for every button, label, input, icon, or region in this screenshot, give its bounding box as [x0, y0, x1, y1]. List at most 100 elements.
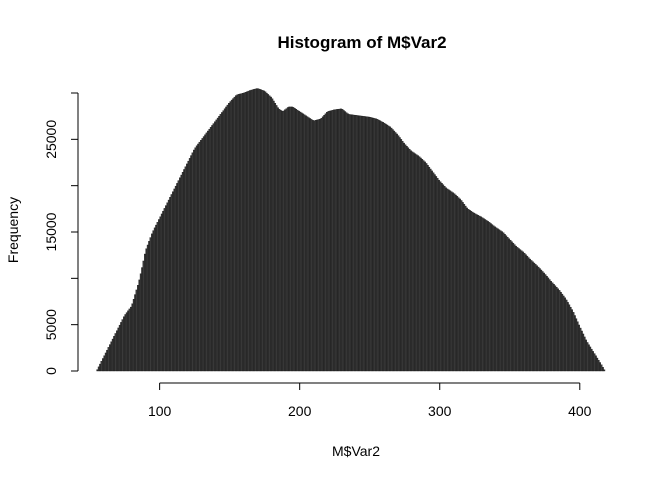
histogram-bar: [246, 91, 249, 372]
histogram-bar: [135, 289, 138, 372]
histogram-bar: [575, 318, 578, 372]
histogram-bar: [432, 172, 435, 372]
histogram-bar: [282, 110, 285, 372]
histogram-bar: [595, 355, 597, 372]
histogram-bar: [368, 116, 370, 372]
histogram-bar: [319, 118, 321, 372]
histogram-bar: [305, 115, 307, 372]
histogram-bar: [149, 237, 152, 372]
histogram-bar: [558, 290, 561, 372]
histogram-bar: [538, 268, 541, 372]
histogram-bar: [471, 211, 474, 372]
histogram-bar: [170, 194, 173, 372]
histogram-bar: [296, 109, 299, 372]
histogram-bar: [543, 272, 545, 372]
histogram-bar: [152, 230, 155, 372]
histogram-bar: [337, 109, 340, 372]
histogram-bar: [111, 338, 114, 372]
histogram-bar: [372, 117, 375, 372]
histogram-bar: [214, 121, 216, 372]
histogram-bar: [205, 132, 208, 372]
histogram-bar: [548, 279, 551, 372]
histogram-bar: [351, 114, 354, 372]
histogram-bar: [230, 99, 233, 372]
histogram-bar: [100, 361, 103, 372]
histogram-bar: [393, 130, 396, 372]
histogram-bar: [103, 355, 106, 372]
histogram-bar: [299, 111, 302, 372]
histogram-bar: [428, 166, 431, 372]
histogram-bar: [445, 187, 447, 372]
histogram-bar: [320, 118, 323, 372]
histogram-bar: [167, 199, 170, 372]
histogram-bar: [401, 141, 404, 372]
histogram-bar: [286, 107, 289, 372]
histogram-bars: [96, 88, 606, 372]
histogram-bar: [254, 88, 257, 372]
histogram-bar: [404, 144, 407, 372]
histogram-bar: [387, 125, 390, 372]
histogram-bar: [207, 130, 209, 372]
histogram-bar: [352, 114, 355, 372]
histogram-bar: [466, 207, 468, 372]
histogram-bar: [232, 98, 235, 372]
histogram-bar: [240, 93, 243, 372]
histogram-bar: [369, 117, 372, 372]
histogram-bar: [169, 197, 172, 372]
histogram-bar: [307, 117, 310, 372]
histogram-bar: [531, 261, 534, 372]
histogram-bar: [326, 112, 328, 372]
x-axis: 100 200 300 400: [148, 382, 592, 419]
histogram-bar: [331, 110, 334, 372]
histogram-bar: [376, 119, 379, 372]
histogram-bar: [425, 163, 428, 372]
histogram-bar: [398, 137, 401, 372]
histogram-bar: [244, 91, 247, 372]
histogram-bar: [496, 228, 499, 372]
histogram-bar: [564, 297, 566, 372]
histogram-bar: [473, 212, 475, 372]
x-axis-label: M$Var2: [332, 443, 380, 459]
histogram-bar: [501, 231, 503, 372]
histogram-bar: [386, 124, 389, 372]
histogram-bar: [281, 110, 284, 372]
histogram-bar: [433, 174, 436, 372]
histogram-bar: [366, 116, 369, 372]
histogram-bar: [510, 241, 513, 372]
histogram-bar: [249, 90, 251, 372]
histogram-bar: [193, 149, 195, 372]
histogram-bar: [279, 109, 282, 372]
histogram-bar: [260, 89, 263, 372]
histogram-bar: [300, 112, 303, 372]
histogram-bar: [345, 112, 348, 372]
histogram-bar: [137, 285, 139, 372]
histogram-bar: [446, 188, 449, 372]
histogram-bar: [242, 93, 244, 372]
histogram-bar: [277, 107, 279, 372]
histogram-bar: [187, 160, 190, 372]
histogram-bar: [481, 217, 484, 372]
histogram-bar: [403, 142, 405, 372]
histogram-bar: [264, 91, 267, 372]
histogram-bar: [261, 90, 264, 372]
histogram-bar: [177, 180, 180, 372]
histogram-bar: [478, 215, 481, 372]
histogram-bar: [340, 108, 342, 372]
histogram-bar: [222, 110, 225, 372]
histogram-bar: [186, 163, 188, 372]
histogram-bar: [116, 330, 118, 372]
histogram-bar: [156, 222, 159, 372]
histogram-bar: [195, 145, 198, 372]
histogram-bar: [144, 253, 146, 372]
histogram-bar: [114, 333, 117, 372]
histogram-bar: [209, 127, 212, 372]
histogram-bar: [166, 202, 169, 372]
histogram-bar: [183, 169, 186, 372]
histogram-bar: [414, 153, 417, 372]
histogram-bar: [583, 336, 586, 372]
histogram-bar: [582, 333, 585, 372]
histogram-bar: [485, 220, 488, 372]
histogram-bar: [198, 141, 201, 372]
histogram-bar: [585, 339, 587, 372]
